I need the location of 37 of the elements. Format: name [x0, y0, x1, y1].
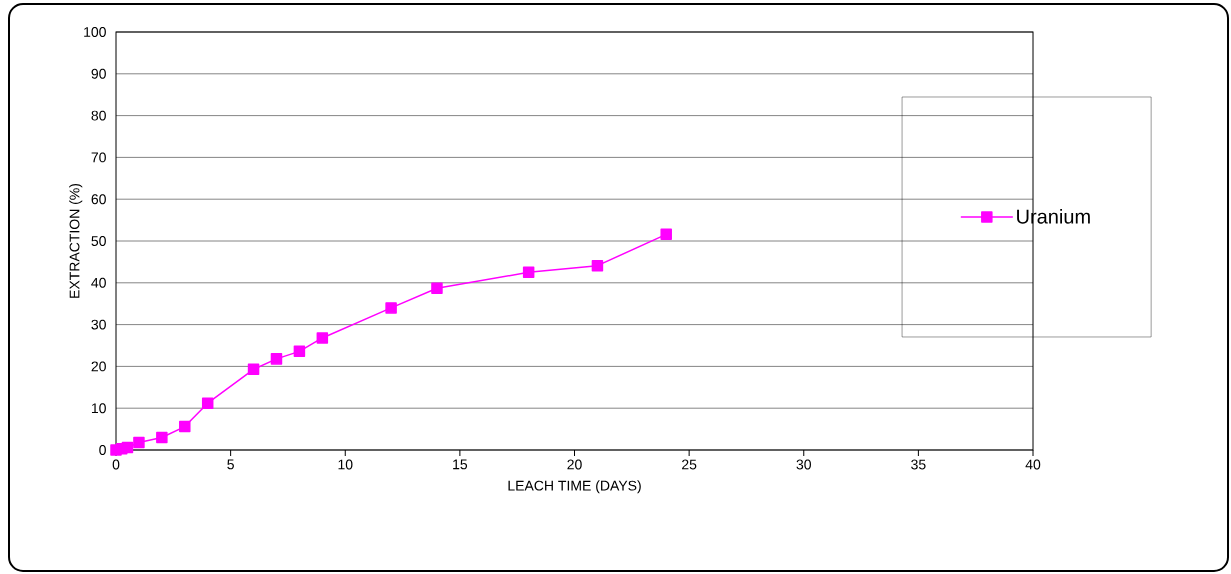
point [591, 259, 604, 272]
point [431, 282, 443, 294]
x-tick-label: 35 [911, 459, 926, 470]
point [201, 397, 214, 409]
point [156, 431, 168, 444]
y-tick-label: 60 [91, 194, 106, 205]
point [385, 302, 397, 314]
x-tick-label: 40 [1025, 459, 1041, 470]
x-axis-title: LEACH TIME (DAYS) [508, 480, 641, 494]
y-tick-label: 0 [99, 445, 106, 455]
y-tick-label: 70 [91, 152, 106, 163]
x-tick-label: 20 [567, 459, 582, 470]
point [133, 436, 145, 449]
point [121, 441, 134, 454]
point [316, 332, 329, 344]
point [660, 228, 672, 241]
point [293, 345, 306, 358]
point [179, 420, 191, 433]
y-tick-label: 100 [84, 27, 106, 37]
y-tick-label: 50 [91, 236, 106, 246]
x-tick-label: 10 [338, 459, 353, 470]
y-tick-label: 80 [91, 110, 106, 121]
x-tick-label: 0 [112, 459, 120, 470]
legend-label: Uranium [1017, 208, 1090, 224]
y-axis-title: EXTRACTION (%) [69, 183, 83, 298]
point [522, 266, 535, 279]
point [270, 353, 283, 365]
y-tick-label: 90 [91, 68, 106, 79]
y-tick-label: 10 [91, 403, 106, 414]
x-tick-label: 15 [453, 459, 468, 470]
y-tick-label: 30 [91, 319, 106, 330]
y-tick-label: 40 [91, 277, 106, 288]
point [247, 363, 260, 376]
x-tick-label: 30 [796, 459, 811, 470]
y-tick-label: 20 [91, 361, 106, 372]
x-tick-label: 25 [682, 459, 697, 470]
x-tick-label: 5 [227, 459, 234, 470]
